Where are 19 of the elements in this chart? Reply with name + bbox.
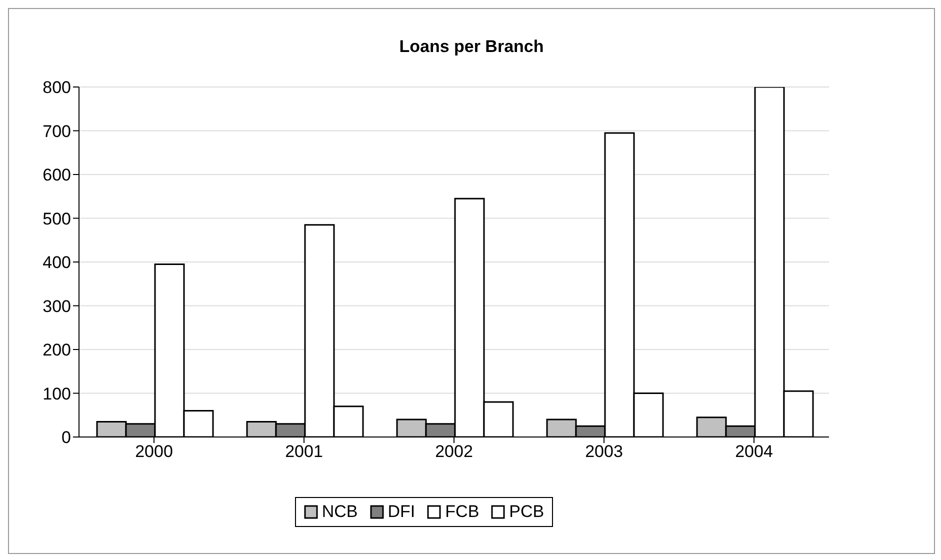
y-tick-label: 600 [42,166,71,185]
legend-label: PCB [509,502,544,522]
legend-label: DFI [388,502,416,522]
y-tick-label: 0 [62,428,71,448]
legend-label: FCB [445,502,480,522]
y-tick-label: 100 [42,384,71,404]
y-tick-label: 700 [42,122,71,141]
y-tick-label: 200 [42,340,71,360]
x-tick-label: 2001 [285,442,323,462]
y-tick-label: 400 [42,253,71,272]
y-tick-label: 500 [42,209,71,228]
x-tick-label: 2000 [135,442,173,462]
y-tick-label: 800 [42,78,71,98]
legend-label: NCB [322,502,358,522]
chart-title: Loans per Branch [398,36,545,58]
x-tick-label: 2002 [435,442,473,462]
x-tick-label: 2004 [735,442,773,462]
y-tick-label: 300 [42,296,71,316]
x-tick-label: 2003 [585,442,623,462]
